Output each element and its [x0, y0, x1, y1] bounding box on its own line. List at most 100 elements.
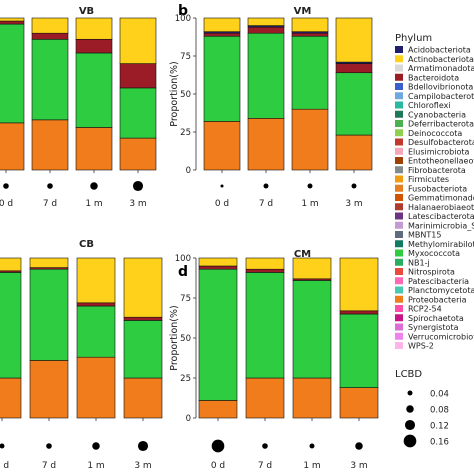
legend-label: Campilobacterota: [408, 92, 474, 101]
legend-label: MBNT15: [408, 231, 441, 240]
legend-label: Entotheonellaeota: [408, 157, 474, 166]
legend-label: WPS-2: [408, 342, 434, 351]
legend-item: Bdellovibrionota: [395, 83, 473, 92]
y-tick-label: 25: [180, 128, 191, 138]
lcbd-legend-dot: [406, 405, 414, 413]
bar-segment: [198, 268, 238, 401]
lcbd-dot: [355, 442, 363, 450]
lcbd-legend-dot: [404, 419, 416, 431]
bar-segment: [291, 108, 329, 171]
y-axis-label: Proportion(%): [169, 61, 180, 126]
bar-segment: [245, 268, 285, 273]
lcbd-legend-dot: [407, 390, 413, 396]
legend-swatch: [395, 305, 403, 312]
stacked-bar: [291, 17, 329, 171]
legend-label: Myxococcota: [408, 249, 460, 258]
bar-segment: [119, 137, 157, 171]
legend-item: RCP2-54: [395, 305, 442, 314]
legend-item: Planctomycetota: [395, 286, 474, 295]
x-tick-label: 3 m: [129, 199, 146, 209]
x-tick-label: 7 d: [42, 461, 56, 471]
stacked-bar: [0, 257, 22, 419]
legend-item: Acidobacteriota: [395, 46, 471, 55]
panel-strip: [196, 2, 389, 18]
legend-label: Synergistota: [408, 323, 459, 332]
legend-item: Fibrobacterota: [395, 166, 466, 175]
panel-letter-d: d: [178, 264, 188, 280]
legend-label: NB1-j: [408, 258, 430, 267]
legend-swatch: [395, 175, 403, 183]
legend-item: Bacteroidota: [395, 73, 459, 82]
lcbd-dot: [137, 440, 149, 452]
legend-label: Chloroflexi: [408, 101, 451, 110]
legend-swatch: [395, 286, 403, 294]
bar-segment: [123, 257, 163, 318]
legend-swatch: [395, 258, 403, 266]
x-tick-label: 3 m: [345, 199, 362, 209]
legend-swatch: [395, 101, 403, 109]
legend-item: NB1-j: [395, 258, 430, 267]
bar-segment: [198, 257, 238, 267]
x-tick-label: 1 m: [303, 461, 320, 471]
x-tick-label: 1 m: [301, 199, 318, 209]
lcbd-dot: [132, 180, 144, 192]
bar-segment: [76, 305, 116, 358]
stacked-bar: [335, 17, 373, 171]
legend-swatch: [395, 110, 403, 118]
panel-strip-label: CB: [79, 239, 94, 250]
bar-segment: [247, 118, 285, 171]
x-tick-label: 0 d: [0, 199, 13, 209]
legend-item: Myxococcota: [395, 249, 460, 258]
legend-swatch: [395, 295, 403, 303]
legend-item: Cyanobacteria: [395, 110, 466, 119]
legend-swatch: [395, 129, 403, 137]
legend-swatch: [395, 83, 403, 90]
legend-swatch: [395, 184, 403, 192]
legend-swatch: [395, 203, 403, 211]
bar-segment: [291, 32, 329, 37]
legend-item: Desulfobacterota: [395, 138, 474, 147]
legend-item: Verrucomicrobiota: [395, 332, 474, 341]
legend-label: Elusimicrobiota: [408, 147, 469, 156]
bar-segment: [75, 127, 113, 171]
y-tick-label: 50: [180, 334, 191, 344]
x-tick-label: 0 d: [215, 199, 229, 209]
bar-segment: [123, 316, 163, 321]
legend-item: Gemmatimonadota: [395, 194, 474, 203]
panel-a: VB 0 d 7 d 1 m 3 m: [0, 2, 173, 209]
y-tick-label: 50: [180, 90, 191, 100]
panel-strip-label: VM: [294, 6, 312, 17]
legend-item: Deinococcota: [395, 129, 462, 138]
lcbd-dot: [92, 442, 100, 450]
stacked-bar: [245, 257, 285, 419]
stacked-bar: [203, 17, 241, 171]
lcbd-dot: [47, 183, 53, 189]
legend-swatch: [395, 147, 403, 155]
legend-item: Marinimicrobia_SAR406: [395, 221, 474, 230]
legend-swatch: [395, 120, 403, 127]
bar-segment: [0, 20, 25, 25]
stacked-bar: [31, 17, 69, 171]
bar-segment: [119, 17, 157, 64]
stacked-bar: [119, 17, 157, 171]
legend-label: RCP2-54: [408, 305, 442, 314]
lcbd-dot: [90, 182, 98, 190]
bar-segment: [0, 272, 22, 379]
legend-item: Spirochaetota: [395, 314, 464, 323]
bar-segment: [119, 87, 157, 139]
bar-segment: [123, 320, 163, 379]
legend-swatch: [395, 138, 403, 146]
bar-segment: [76, 356, 116, 419]
bar-segment: [292, 280, 332, 379]
lcbd-legend-label: 0.08: [430, 406, 449, 416]
legend-item: MBNT15: [395, 231, 441, 240]
lcbd-dot: [211, 439, 225, 453]
legend-label: Desulfobacterota: [408, 138, 474, 147]
bar-segment: [203, 17, 241, 32]
stacked-bar: [75, 17, 113, 171]
legend-swatch: [395, 166, 403, 174]
panel-c: CB 0 d 7 d 1 m 3 m: [0, 228, 173, 471]
y-tick-label: 0: [186, 414, 191, 424]
legend-swatch: [395, 342, 403, 349]
